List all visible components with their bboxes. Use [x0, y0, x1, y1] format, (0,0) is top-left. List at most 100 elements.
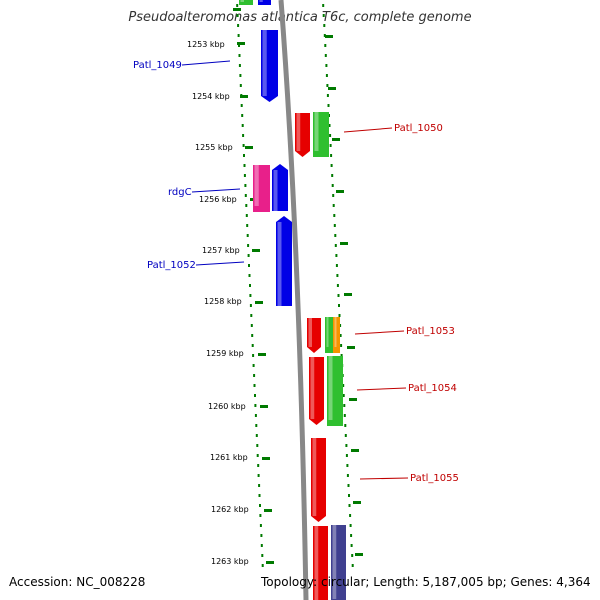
gene-sheen: [314, 112, 319, 151]
tick-dot: [238, 64, 241, 67]
tick-dot: [336, 274, 339, 277]
genome-backbone: [278, 0, 309, 600]
gene-label-line: [354, 330, 405, 335]
tick-dot: [239, 74, 242, 77]
gene-sheen: [262, 30, 267, 96]
tick-dot: [253, 384, 256, 387]
tick-dot: [338, 304, 340, 307]
tick-dot: [339, 334, 342, 337]
tick-dot: [252, 364, 255, 367]
tick-dot: [246, 224, 249, 227]
tick-dot: [332, 194, 335, 197]
tick-dot: [261, 554, 264, 557]
tick-dot: [337, 294, 340, 297]
kbp-label: 1260 kbp: [208, 402, 246, 411]
tick-dot: [256, 444, 259, 447]
gene-label-lines: [181, 60, 409, 480]
tick-dot: [328, 124, 331, 127]
tick-dot: [324, 54, 327, 57]
tick-dot: [344, 424, 347, 427]
kbp-label: 1257 kbp: [202, 246, 240, 255]
gene-block: [333, 317, 340, 353]
tick-dot: [329, 134, 332, 137]
tick-dot: [246, 234, 249, 237]
tick-dot: [336, 284, 339, 287]
tick-dot: [340, 344, 343, 347]
tick-dot: [259, 514, 262, 517]
kbp-label: 1262 kbp: [211, 505, 249, 514]
tick-dot: [348, 504, 351, 507]
gene-label: rdgC: [168, 187, 192, 198]
tick-mark: [349, 398, 357, 401]
tick-dot: [258, 484, 261, 487]
gene-block: [309, 357, 324, 425]
tick-dot: [254, 394, 256, 397]
gene-sheen: [310, 357, 315, 419]
tick-mark: [258, 353, 266, 356]
tick-mark: [325, 35, 333, 38]
tick-dot: [322, 4, 325, 7]
tick-dot: [254, 404, 257, 407]
gene-label: Patl_1052: [147, 260, 196, 271]
gene-block: [311, 438, 326, 522]
tick-dot: [345, 454, 348, 457]
tick-dot: [250, 324, 253, 327]
tick-dot: [340, 354, 343, 357]
gene-sheen: [332, 525, 337, 599]
tick-mark: [233, 8, 241, 11]
kbp-scale-labels: 1253 kbp 1254 kbp 1255 kbp 1256 kbp 1257 kbp…: [187, 40, 249, 566]
tick-dot: [335, 264, 338, 267]
tick-dot: [237, 24, 240, 27]
tick-dot: [342, 394, 345, 397]
gene-sheen: [296, 113, 301, 151]
gene-label-line: [343, 127, 393, 133]
tick-dot: [259, 504, 261, 507]
tick-mark: [252, 249, 260, 252]
tick-dot: [334, 234, 337, 237]
tick-dot: [330, 164, 333, 167]
tick-mark: [344, 293, 352, 296]
tick-dot: [252, 354, 255, 357]
gene-sheen: [314, 526, 319, 600]
gene-block: [239, 0, 253, 5]
tick-dot: [253, 374, 256, 377]
gene-label-line: [181, 60, 231, 66]
accession-text: Accession: NC_008228: [9, 575, 146, 589]
gene-sheen: [254, 165, 259, 206]
tick-dot: [243, 154, 245, 157]
kbp-label: 1254 kbp: [192, 92, 230, 101]
tick-dot: [247, 244, 250, 247]
tick-dot: [326, 84, 329, 87]
tick-dot: [335, 254, 338, 257]
gene-label: Patl_1055: [410, 473, 459, 484]
tick-dot: [258, 494, 261, 497]
tick-dot: [245, 204, 248, 207]
tick-dot: [331, 174, 334, 177]
tick-mark: [237, 42, 245, 45]
tick-dot: [260, 544, 263, 547]
tick-dot: [345, 444, 348, 447]
tick-dot: [238, 44, 240, 47]
tick-dot: [245, 214, 248, 217]
tick-dot: [326, 94, 329, 97]
tick-mark: [340, 242, 348, 245]
gene-label: Patl_1049: [133, 60, 182, 71]
gene-block: [253, 165, 270, 212]
gene-blocks: [239, 0, 346, 600]
tick-dot: [248, 264, 250, 267]
tick-dot: [259, 524, 262, 527]
map-title: Pseudoalteromonas atlantica T6c, complet…: [128, 10, 472, 25]
gene-sheen: [312, 438, 317, 516]
tick-dot: [247, 254, 250, 257]
tick-dot: [333, 214, 336, 217]
tick-dot: [256, 454, 259, 457]
gene-sheen: [240, 0, 244, 2]
kbp-label: 1261 kbp: [210, 453, 248, 462]
tick-dot: [339, 324, 342, 327]
tick-dot: [240, 104, 243, 107]
gene-label-line: [191, 188, 241, 193]
tick-dot: [344, 434, 347, 437]
gene-label: Patl_1053: [406, 326, 455, 337]
gene-sheen: [328, 356, 333, 420]
